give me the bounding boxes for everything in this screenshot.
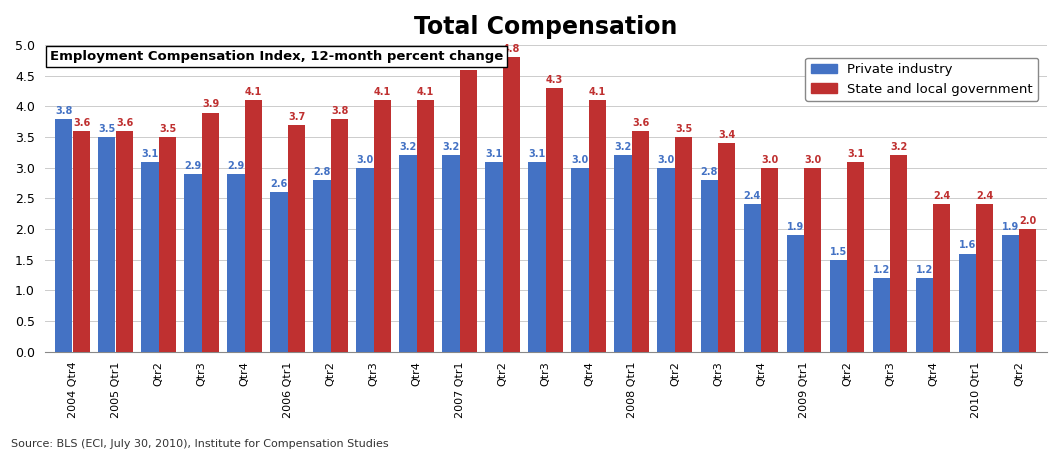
Text: 2.4: 2.4 [976, 191, 993, 202]
Text: 2.6: 2.6 [271, 179, 288, 189]
Bar [503, 57, 520, 352]
Bar [99, 137, 116, 352]
Text: 3.2: 3.2 [443, 143, 460, 152]
Text: 3.6: 3.6 [632, 118, 649, 128]
Bar [227, 174, 244, 352]
Bar [615, 156, 632, 352]
Text: Source: BLS (ECI, July 30, 2010), Institute for Compensation Studies: Source: BLS (ECI, July 30, 2010), Instit… [11, 439, 389, 449]
Text: 3.6: 3.6 [116, 118, 133, 128]
Bar [890, 156, 907, 352]
Text: 4.6: 4.6 [460, 56, 477, 67]
Text: 4.1: 4.1 [417, 87, 434, 97]
Bar [159, 137, 176, 352]
Text: 1.2: 1.2 [873, 265, 890, 275]
Bar [718, 143, 735, 352]
Text: 3.0: 3.0 [357, 155, 374, 165]
Bar [529, 161, 546, 352]
Bar [1020, 229, 1037, 352]
Text: 3.2: 3.2 [615, 143, 632, 152]
Text: 3.1: 3.1 [847, 148, 864, 158]
Text: 2.0: 2.0 [1020, 216, 1037, 226]
Bar [202, 113, 219, 352]
Text: 3.5: 3.5 [99, 124, 116, 134]
Bar [1001, 235, 1018, 352]
Text: 4.1: 4.1 [589, 87, 606, 97]
Bar [357, 168, 374, 352]
Bar [73, 131, 90, 352]
Bar [701, 180, 718, 352]
Bar [787, 235, 804, 352]
Bar [546, 88, 563, 352]
Text: 4.1: 4.1 [245, 87, 262, 97]
Bar [959, 253, 976, 352]
Text: 1.9: 1.9 [787, 222, 804, 232]
Text: 2.4: 2.4 [933, 191, 950, 202]
Text: 1.2: 1.2 [915, 265, 932, 275]
Text: 3.9: 3.9 [202, 100, 219, 110]
Text: 3.2: 3.2 [890, 143, 907, 152]
Text: 2.8: 2.8 [313, 167, 330, 177]
Bar [141, 161, 158, 352]
Text: 3.8: 3.8 [55, 106, 72, 115]
Text: 3.8: 3.8 [331, 106, 348, 115]
Text: 2.9: 2.9 [185, 161, 202, 171]
Bar [271, 192, 288, 352]
Bar [915, 278, 932, 352]
Text: 2.8: 2.8 [701, 167, 718, 177]
Text: 4.8: 4.8 [503, 44, 520, 54]
Bar [829, 260, 846, 352]
Bar [116, 131, 133, 352]
Text: 3.0: 3.0 [761, 155, 778, 165]
Text: 3.4: 3.4 [718, 130, 735, 140]
Text: 3.7: 3.7 [288, 112, 305, 122]
Text: 3.0: 3.0 [804, 155, 821, 165]
Bar [571, 168, 588, 352]
Bar [417, 100, 434, 352]
Bar [288, 125, 305, 352]
Bar [976, 204, 993, 352]
Text: 3.5: 3.5 [675, 124, 692, 134]
Text: 2.9: 2.9 [227, 161, 244, 171]
Text: 3.6: 3.6 [73, 118, 90, 128]
Text: 3.0: 3.0 [657, 155, 674, 165]
Bar [485, 161, 502, 352]
Text: 1.5: 1.5 [829, 247, 846, 257]
Bar [245, 100, 262, 352]
Text: 3.1: 3.1 [141, 148, 158, 158]
Bar [589, 100, 606, 352]
Bar [399, 156, 416, 352]
Text: 3.5: 3.5 [159, 124, 176, 134]
Title: Total Compensation: Total Compensation [414, 15, 678, 39]
Bar [804, 168, 821, 352]
Text: Employment Compensation Index, 12-month percent change: Employment Compensation Index, 12-month … [50, 50, 503, 63]
Bar [460, 69, 477, 352]
Bar [313, 180, 330, 352]
Text: 1.6: 1.6 [959, 240, 976, 250]
Text: 3.0: 3.0 [571, 155, 588, 165]
Bar [873, 278, 890, 352]
Bar [847, 161, 864, 352]
Bar [933, 204, 950, 352]
Bar [443, 156, 460, 352]
Text: 4.1: 4.1 [374, 87, 391, 97]
Bar [185, 174, 202, 352]
Text: 3.1: 3.1 [485, 148, 502, 158]
Bar [743, 204, 760, 352]
Bar [675, 137, 692, 352]
Bar [632, 131, 649, 352]
Bar [331, 119, 348, 352]
Text: 3.2: 3.2 [399, 143, 416, 152]
Bar [374, 100, 391, 352]
Text: 3.1: 3.1 [529, 148, 546, 158]
Text: 4.3: 4.3 [546, 75, 563, 85]
Bar [761, 168, 778, 352]
Text: 2.4: 2.4 [743, 191, 760, 202]
Bar [657, 168, 674, 352]
Bar [55, 119, 72, 352]
Legend: Private industry, State and local government: Private industry, State and local govern… [805, 58, 1039, 101]
Text: 1.9: 1.9 [1001, 222, 1018, 232]
